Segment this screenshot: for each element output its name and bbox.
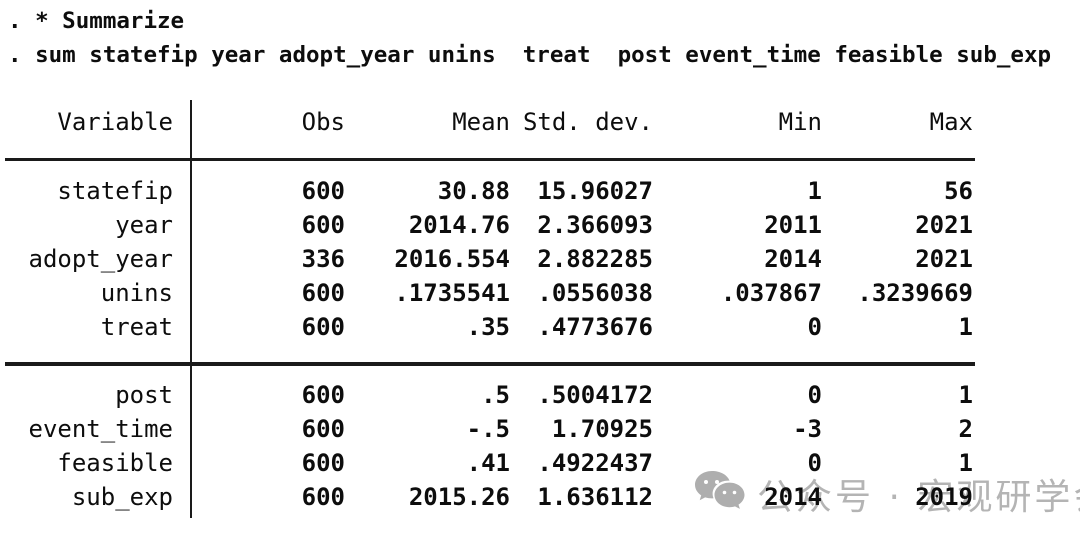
std-value: .5004172 — [537, 381, 653, 409]
max-value: 1 — [958, 449, 973, 477]
variable-name: post — [115, 381, 173, 409]
variable-name: feasible — [57, 449, 173, 477]
header-obs: Obs — [301, 108, 345, 136]
std-value: 1.636112 — [537, 483, 653, 511]
min-value: -3 — [793, 415, 822, 443]
variable-name: event_time — [28, 415, 174, 443]
variable-name: adopt_year — [28, 245, 174, 273]
max-value: 2021 — [915, 211, 973, 239]
table-row-treat: treat 600 .35 .4773676 0 1 — [5, 310, 975, 344]
min-value: 1 — [807, 177, 822, 205]
obs-value: 600 — [301, 177, 345, 205]
variable-name: unins — [100, 279, 173, 307]
max-value: 2 — [958, 415, 973, 443]
header-std-dev: Std. dev. — [522, 108, 653, 136]
table-row-statefip: statefip 600 30.88 15.96027 1 56 — [5, 174, 975, 208]
mean-value: -.5 — [466, 415, 510, 443]
obs-value: 600 — [301, 483, 345, 511]
std-value: .4922437 — [537, 449, 653, 477]
mean-value: .5 — [481, 381, 510, 409]
std-value: 15.96027 — [537, 177, 653, 205]
min-value: 2014 — [764, 245, 822, 273]
max-value: 2021 — [915, 245, 973, 273]
max-value: 56 — [944, 177, 973, 205]
obs-value: 600 — [301, 381, 345, 409]
std-value: 2.366093 — [537, 211, 653, 239]
mean-value: .41 — [466, 449, 510, 477]
mean-value: 2016.554 — [394, 245, 510, 273]
table-row-unins: unins 600 .1735541 .0556038 .037867 .323… — [5, 276, 975, 310]
std-value: 1.70925 — [551, 415, 653, 443]
table-row-adopt-year: adopt_year 336 2016.554 2.882285 2014 20… — [5, 242, 975, 276]
summarize-table: Variable Obs Mean Std. dev. Min Max stat… — [5, 100, 975, 518]
variable-name: sub_exp — [71, 483, 173, 511]
mean-value: 2014.76 — [408, 211, 510, 239]
obs-value: 600 — [301, 415, 345, 443]
table-block-2: post 600 .5 .5004172 0 1 event_time 600 … — [5, 378, 975, 514]
table-row-post: post 600 .5 .5004172 0 1 — [5, 378, 975, 412]
obs-value: 600 — [301, 449, 345, 477]
command-line-comment: . * Summarize — [8, 8, 185, 34]
header-variable: Variable — [57, 108, 173, 136]
std-value: 2.882285 — [537, 245, 653, 273]
mean-value: .1735541 — [394, 279, 510, 307]
wechat-watermark: 公众号 · 宏观研学会 — [693, 468, 1080, 520]
variable-name: year — [115, 211, 173, 239]
mean-value: 2015.26 — [408, 483, 510, 511]
table-row-event-time: event_time 600 -.5 1.70925 -3 2 — [5, 412, 975, 446]
std-value: .4773676 — [537, 313, 653, 341]
obs-value: 336 — [301, 245, 345, 273]
min-value: .037867 — [720, 279, 822, 307]
obs-value: 600 — [301, 211, 345, 239]
wechat-icon — [693, 469, 747, 519]
block-separator-rule — [5, 362, 975, 366]
obs-value: 600 — [301, 279, 345, 307]
min-value: 0 — [807, 381, 822, 409]
min-value: 0 — [807, 313, 822, 341]
max-value: 2019 — [915, 483, 973, 511]
mean-value: 30.88 — [437, 177, 510, 205]
header-min: Min — [778, 108, 822, 136]
min-value: 2014 — [764, 483, 822, 511]
command-line-sum: . sum statefip year adopt_year unins tre… — [8, 42, 1052, 68]
mean-value: .35 — [466, 313, 510, 341]
max-value: 1 — [958, 313, 973, 341]
min-value: 2011 — [764, 211, 822, 239]
min-value: 0 — [807, 449, 822, 477]
variable-name: treat — [100, 313, 173, 341]
column-divider — [190, 100, 192, 518]
variable-name: statefip — [57, 177, 173, 205]
max-value: 1 — [958, 381, 973, 409]
header-max: Max — [929, 108, 973, 136]
header-mean: Mean — [452, 108, 510, 136]
table-block-1: statefip 600 30.88 15.96027 1 56 year 60… — [5, 174, 975, 344]
std-value: .0556038 — [537, 279, 653, 307]
obs-value: 600 — [301, 313, 345, 341]
table-row-year: year 600 2014.76 2.366093 2011 2021 — [5, 208, 975, 242]
table-header-row: Variable Obs Mean Std. dev. Min Max — [5, 100, 975, 144]
table-row-sub-exp: sub_exp 600 2015.26 1.636112 2014 2019 — [5, 480, 975, 514]
header-rule — [5, 158, 975, 161]
watermark-text: 公众号 · 宏观研学会 — [757, 477, 1080, 518]
table-row-feasible: feasible 600 .41 .4922437 0 1 — [5, 446, 975, 480]
max-value: .3239669 — [857, 279, 973, 307]
